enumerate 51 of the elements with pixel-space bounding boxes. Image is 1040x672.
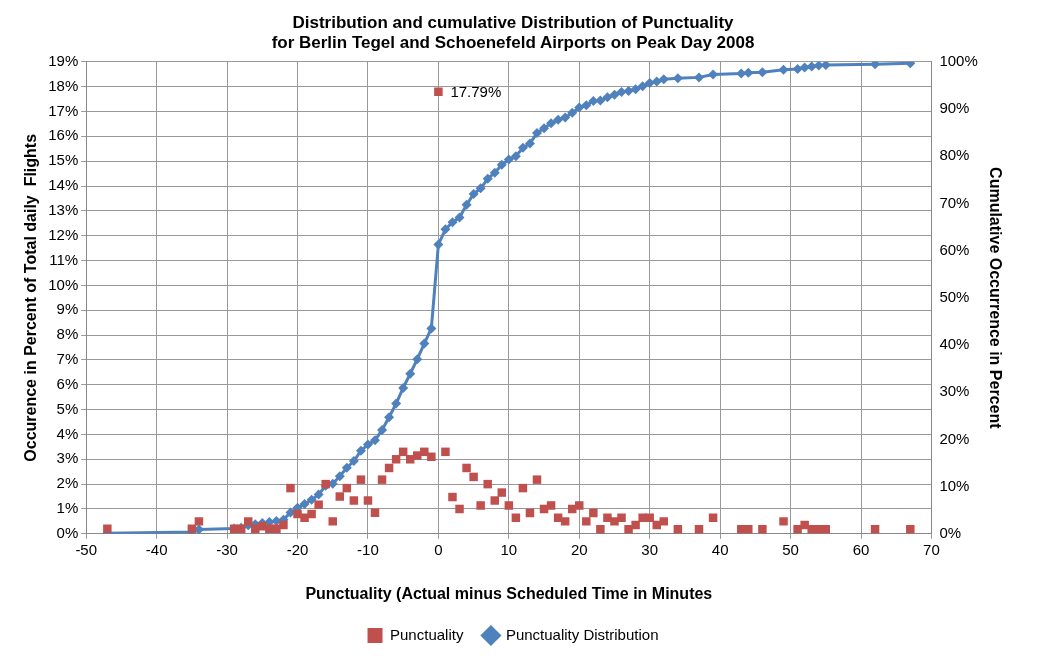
x-tick-label: 60 — [852, 540, 870, 558]
x-tick-label: -30 — [216, 540, 238, 558]
chart-title: Distribution and cumulative Distribution of Punctuality for Berlin Tegel and Schoenefeld Airports on Peak Day 2008 — [271, 12, 755, 53]
y2-tick-label: 0% — [939, 523, 962, 541]
y2-tick-label: 50% — [939, 287, 970, 305]
y2-tick-label: 90% — [939, 99, 970, 117]
y2-axis-title: Cumulative Occurrence in Percent — [986, 167, 1004, 430]
y-tick-label: 18% — [48, 76, 79, 94]
y-tick-label: 15% — [48, 151, 79, 169]
y-tick-label: 16% — [48, 126, 79, 144]
x-tick-label: -40 — [145, 540, 168, 558]
y-tick-label: 14% — [48, 176, 79, 194]
y-tick-label: 13% — [48, 200, 79, 218]
x-tick-label: -20 — [286, 540, 309, 558]
x-tick-label: 0 — [434, 540, 443, 558]
y-tick-label: 9% — [56, 300, 79, 318]
y-tick-label: 5% — [56, 399, 79, 417]
x-tick-label: -50 — [75, 540, 98, 558]
y-tick-label: 8% — [56, 325, 79, 343]
y-tick-label: 1% — [56, 499, 79, 517]
y2-tick-label: 40% — [939, 335, 970, 353]
y-tick-label: 7% — [56, 350, 79, 368]
data-label: 17.79% — [450, 83, 502, 100]
x-axis-title: Punctuality (Actual minus Scheduled Time in Minutes — [305, 584, 713, 602]
y-tick-label: 10% — [48, 275, 79, 293]
y-tick-label: 6% — [56, 374, 79, 392]
x-tick-label: 10 — [500, 540, 518, 558]
y2-tick-label: 10% — [939, 476, 970, 494]
x-tick-label: 50 — [782, 540, 799, 558]
legend-label: Punctuality — [390, 625, 464, 643]
y-tick-label: 19% — [48, 51, 79, 69]
y2-tick-label: 20% — [939, 429, 970, 447]
x-tick-label: 40 — [711, 540, 729, 558]
y-axis-title: Occurence in Percent of Total daily Flights — [22, 133, 40, 462]
x-tick-label: 30 — [641, 540, 659, 558]
y2-tick-label: 60% — [939, 240, 970, 258]
y2-tick-label: 30% — [939, 382, 970, 400]
y2-tick-label: 80% — [939, 146, 970, 164]
y-tick-label: 3% — [56, 449, 79, 467]
y-tick-label: 11% — [49, 250, 79, 268]
y-tick-label: 0% — [56, 523, 79, 541]
y2-tick-label: 100% — [939, 51, 978, 69]
y-tick-label: 2% — [56, 474, 79, 492]
x-tick-label: 70 — [923, 540, 940, 558]
x-tick-label: 20 — [570, 540, 588, 558]
y-tick-label: 12% — [48, 225, 79, 243]
y2-tick-label: 70% — [939, 193, 970, 211]
y-tick-label: 17% — [48, 101, 79, 119]
y-tick-label: 4% — [56, 424, 79, 442]
x-tick-label: -10 — [357, 540, 379, 558]
legend-label: Punctuality Distribution — [505, 625, 659, 643]
